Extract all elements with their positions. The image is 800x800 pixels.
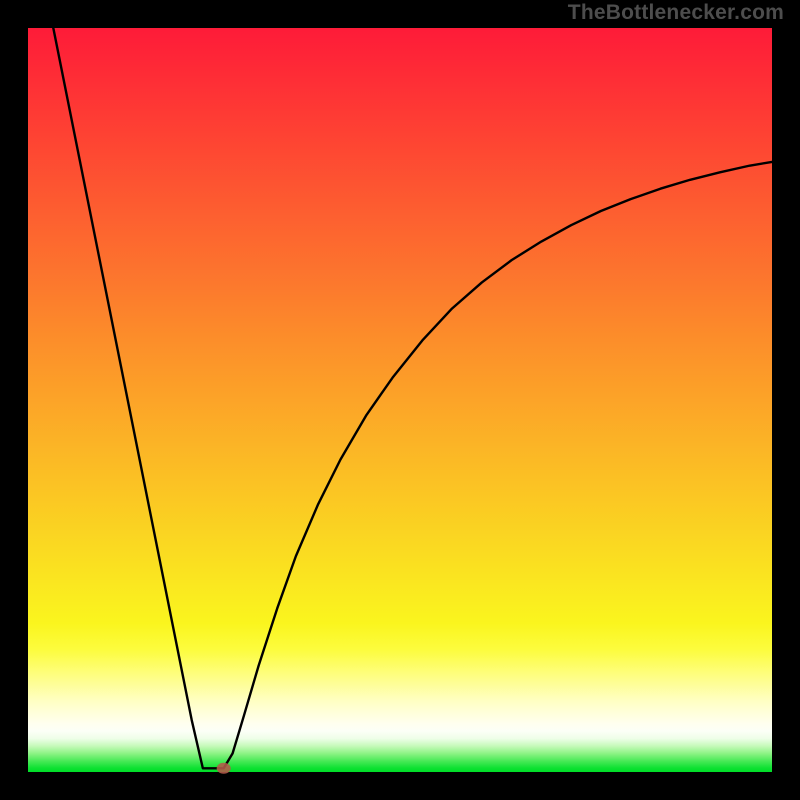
- watermark-label: TheBottlenecker.com: [568, 1, 784, 25]
- bottleneck-chart: [0, 0, 800, 800]
- optimum-marker: [217, 763, 231, 774]
- plot-background: [28, 28, 772, 772]
- chart-container: TheBottlenecker.com: [0, 0, 800, 800]
